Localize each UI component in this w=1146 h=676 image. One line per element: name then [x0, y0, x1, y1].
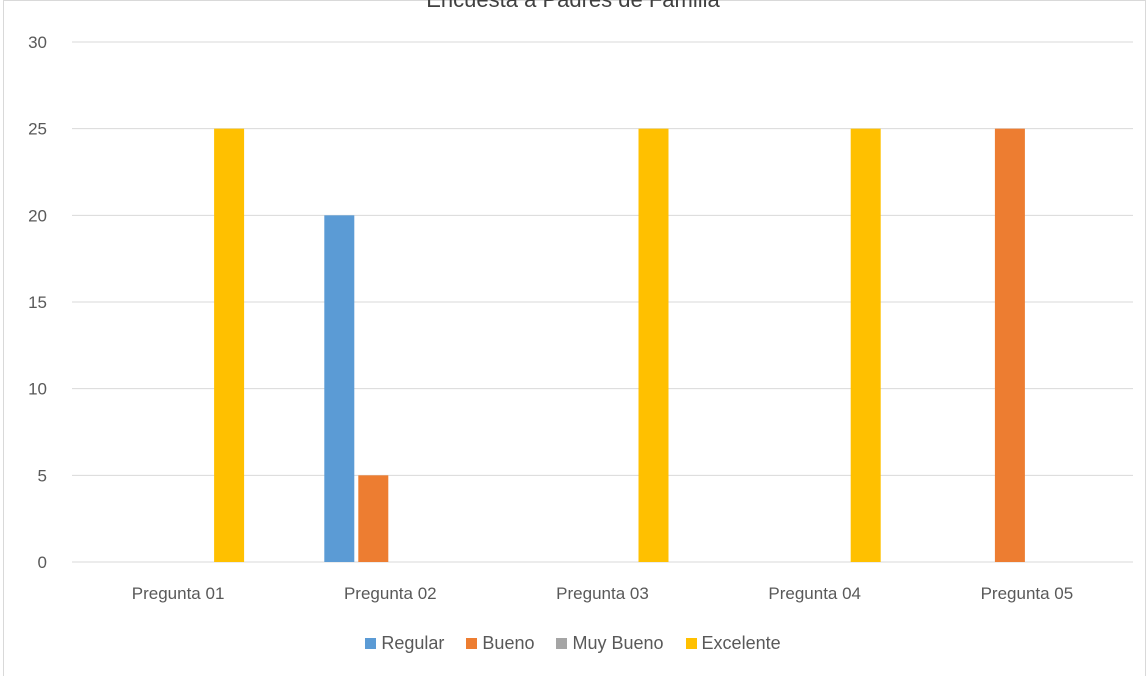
bar-bueno-2 [358, 475, 389, 562]
y-axis-ticks: 0 5 10 15 20 25 30 [28, 33, 47, 572]
bars [214, 128, 1025, 563]
y-tick-label: 5 [38, 466, 47, 485]
bar-excelente-1 [214, 128, 245, 562]
bar-regular-2 [324, 215, 355, 563]
legend-label: Bueno [482, 633, 535, 653]
legend-swatch [365, 638, 377, 649]
legend-item: Muy Bueno [556, 633, 664, 654]
legend-swatch [556, 638, 568, 649]
x-category-label: Pregunta 05 [981, 584, 1074, 603]
bar-bueno-5 [994, 128, 1025, 562]
y-tick-label: 20 [28, 206, 47, 225]
legend-item: Bueno [466, 633, 534, 654]
y-tick-label: 15 [28, 293, 47, 312]
legend-label: Excelente [701, 633, 781, 653]
x-category-label: Pregunta 04 [768, 584, 861, 603]
bar-excelente-4 [850, 128, 881, 562]
legend: Regular Bueno Muy Bueno Excelente [0, 633, 1146, 654]
y-tick-label: 10 [28, 380, 47, 399]
x-category-label: Pregunta 01 [132, 584, 225, 603]
chart-title: Encuesta a Padres de Familia [0, 0, 1146, 16]
legend-label: Regular [381, 633, 445, 653]
x-category-label: Pregunta 02 [344, 584, 437, 603]
legend-swatch [685, 638, 697, 649]
bar-excelente-3 [638, 128, 669, 562]
legend-swatch [466, 638, 478, 649]
gridlines [72, 41, 1133, 563]
legend-item: Regular [365, 633, 444, 654]
legend-label: Muy Bueno [572, 633, 664, 653]
y-tick-label: 0 [38, 553, 47, 572]
y-tick-label: 25 [28, 120, 47, 139]
legend-item: Excelente [685, 633, 781, 654]
x-category-label: Pregunta 03 [556, 584, 649, 603]
y-tick-label: 30 [28, 33, 47, 52]
x-axis-labels: Pregunta 01 Pregunta 02 Pregunta 03 Pregunt… [132, 584, 1073, 603]
